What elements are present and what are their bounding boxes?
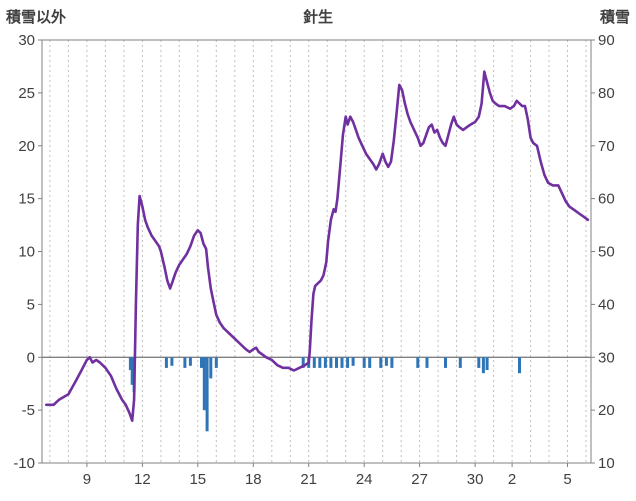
snow-depth-line: [44, 70, 590, 423]
bar: [485, 357, 489, 370]
bar: [477, 357, 481, 368]
left-tick-label: 0: [27, 349, 35, 366]
x-tick-label: 15: [189, 471, 206, 488]
right-tick-label: 30: [598, 349, 615, 366]
bar: [202, 357, 206, 411]
bar: [200, 357, 203, 368]
bar: [329, 357, 333, 368]
left-tick-label: 5: [27, 296, 35, 313]
right-tick-label: 60: [598, 191, 615, 208]
right-tick-label: 20: [598, 402, 615, 419]
right-axis-title: 積雪: [599, 9, 630, 26]
bar: [130, 357, 134, 385]
bar: [312, 357, 316, 368]
bar: [188, 357, 192, 366]
bar: [368, 357, 372, 368]
bar: [481, 357, 485, 374]
bar: [183, 357, 187, 368]
right-tick-label: 10: [598, 455, 615, 472]
right-tick-label: 80: [598, 85, 615, 102]
left-tick-label: 30: [18, 32, 35, 49]
left-tick-label: 10: [18, 244, 35, 261]
bar: [362, 357, 366, 368]
bar: [346, 357, 350, 368]
x-tick-label: 12: [134, 471, 151, 488]
bar: [323, 357, 327, 368]
bar: [340, 357, 344, 368]
bar: [301, 357, 305, 368]
bar: [318, 357, 322, 368]
right-tick-label: 40: [598, 296, 615, 313]
x-tick-label: 24: [356, 471, 373, 488]
right-tick-label: 90: [598, 32, 615, 49]
bar: [164, 357, 168, 368]
left-tick-label: -10: [13, 455, 35, 472]
right-tick-label: 50: [598, 244, 615, 261]
x-tick-label: 2: [508, 471, 516, 488]
bar: [384, 357, 388, 366]
left-tick-label: 15: [18, 191, 35, 208]
bar: [209, 357, 213, 379]
bar: [128, 357, 132, 370]
bar: [379, 357, 383, 368]
right-tick-label: 70: [598, 138, 615, 155]
x-tick-label: 9: [83, 471, 91, 488]
bar: [351, 357, 355, 366]
left-tick-label: -5: [22, 402, 35, 419]
x-tick-label: 18: [245, 471, 262, 488]
left-axis-title: 積雪以外: [6, 9, 67, 26]
bar: [214, 357, 218, 368]
bar: [444, 357, 447, 368]
left-tick-label: 20: [18, 138, 35, 155]
bar: [458, 357, 462, 368]
x-tick-label: 30: [467, 471, 484, 488]
bar: [425, 357, 429, 368]
bar: [390, 357, 394, 368]
x-tick-label: 27: [411, 471, 428, 488]
bar: [335, 357, 338, 368]
x-tick-label: 21: [300, 471, 317, 488]
bar: [416, 357, 420, 368]
bar: [170, 357, 174, 366]
left-tick-label: 25: [18, 85, 35, 102]
bar: [205, 357, 209, 432]
chart-title: 針生: [302, 9, 333, 26]
x-tick-label: 5: [563, 471, 571, 488]
bar: [518, 357, 521, 374]
